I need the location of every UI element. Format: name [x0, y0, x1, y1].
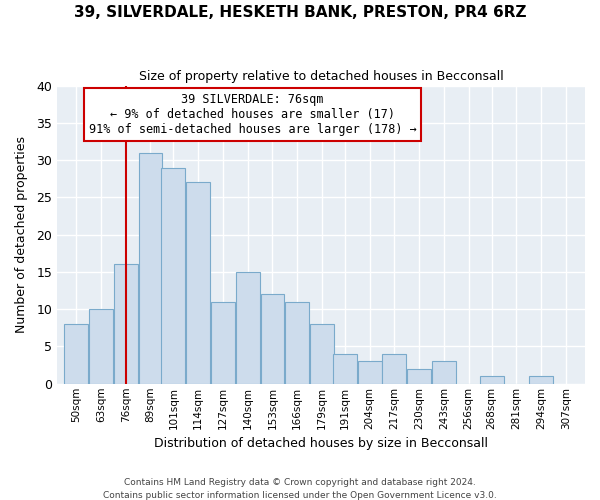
Bar — [407, 369, 431, 384]
Title: Size of property relative to detached houses in Becconsall: Size of property relative to detached ho… — [139, 70, 503, 83]
Bar — [479, 376, 503, 384]
Bar — [382, 354, 406, 384]
Text: Contains HM Land Registry data © Crown copyright and database right 2024.
Contai: Contains HM Land Registry data © Crown c… — [103, 478, 497, 500]
Bar — [333, 354, 357, 384]
Bar — [114, 264, 137, 384]
Bar — [236, 272, 260, 384]
Bar — [139, 152, 163, 384]
Bar — [161, 168, 185, 384]
Bar — [432, 362, 456, 384]
Bar — [310, 324, 334, 384]
Bar — [89, 309, 113, 384]
Y-axis label: Number of detached properties: Number of detached properties — [15, 136, 28, 333]
Bar — [186, 182, 210, 384]
Text: 39, SILVERDALE, HESKETH BANK, PRESTON, PR4 6RZ: 39, SILVERDALE, HESKETH BANK, PRESTON, P… — [74, 5, 526, 20]
Bar — [285, 302, 309, 384]
Bar — [211, 302, 235, 384]
Bar — [64, 324, 88, 384]
Text: 39 SILVERDALE: 76sqm
← 9% of detached houses are smaller (17)
91% of semi-detach: 39 SILVERDALE: 76sqm ← 9% of detached ho… — [89, 93, 416, 136]
Bar — [358, 362, 382, 384]
X-axis label: Distribution of detached houses by size in Becconsall: Distribution of detached houses by size … — [154, 437, 488, 450]
Bar — [260, 294, 284, 384]
Bar — [529, 376, 553, 384]
